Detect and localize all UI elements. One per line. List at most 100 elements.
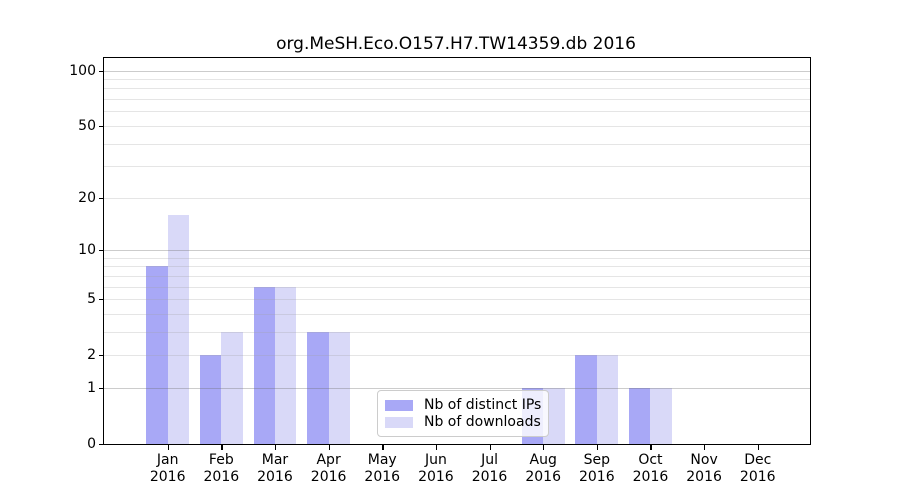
minor-gridline-7	[104, 275, 810, 277]
x-tick-dec	[757, 445, 760, 450]
year-label: 2016	[471, 469, 508, 485]
minor-gridline-70	[104, 99, 810, 101]
month-label: Sep	[583, 452, 610, 468]
x-tick-apr	[328, 445, 330, 450]
month-label: Aug	[529, 452, 557, 468]
x-tick-label-aug: Aug 2016	[513, 452, 573, 486]
legend: Nb of distinct IPs Nb of downloads	[377, 390, 549, 437]
legend-row-distinct-ips: Nb of distinct IPs	[385, 397, 542, 414]
x-tick-jul	[489, 445, 491, 450]
x-tick-label-oct: Oct 2016	[620, 452, 680, 486]
month-label: Mar	[261, 452, 289, 468]
y-tick-label-0: 0	[87, 436, 96, 452]
x-tick-nov	[704, 445, 706, 450]
minor-gridline-30	[104, 166, 810, 168]
major-gridline-10	[104, 249, 810, 251]
minor-gridline-4	[104, 313, 810, 315]
year-label: 2016	[257, 469, 293, 485]
month-label: Jul	[481, 452, 498, 468]
y-tick-10	[99, 249, 104, 252]
minor-gridline-8	[104, 266, 810, 268]
y-tick-label-2: 2	[87, 347, 96, 364]
bar-distinct-ips-jan	[146, 266, 168, 444]
x-tick-label-nov: Nov 2016	[674, 452, 734, 486]
y-tick-label-20: 20	[78, 189, 96, 206]
x-tick-label-mar: Mar 2016	[245, 452, 305, 486]
x-tick-may	[382, 445, 384, 450]
minor-gridline-3	[104, 331, 810, 333]
y-tick-2	[99, 355, 104, 357]
bar-downloads-apr	[328, 331, 350, 444]
y-tick-label-100: 100	[69, 62, 96, 79]
x-tick-label-feb: Feb 2016	[191, 452, 251, 486]
chart-title: org.MeSH.Eco.O157.H7.TW14359.db 2016	[276, 34, 636, 54]
minor-gridline-5	[104, 299, 810, 301]
y-tick-50	[99, 125, 104, 128]
bar-downloads-jan	[167, 214, 190, 444]
year-label: 2016	[149, 469, 186, 485]
major-gridline-1	[104, 387, 810, 389]
minor-gridline-90	[104, 79, 810, 81]
bar-distinct-ips-apr	[307, 331, 329, 444]
bar-downloads-feb	[221, 331, 243, 444]
x-tick-label-apr: Apr 2016	[299, 452, 359, 486]
legend-swatch-downloads	[385, 417, 413, 428]
x-tick-aug	[543, 445, 545, 450]
legend-swatch-distinct-ips	[385, 400, 413, 411]
year-label: 2016	[686, 469, 722, 485]
bar-distinct-ips-sep	[575, 355, 597, 444]
minor-gridline-20	[104, 197, 810, 199]
x-tick-feb	[221, 445, 223, 450]
minor-gridline-40	[104, 143, 810, 145]
bar-downloads-sep	[596, 355, 619, 444]
year-label: 2016	[310, 469, 347, 485]
legend-label-downloads: Nb of downloads	[424, 414, 541, 430]
x-tick-jun	[435, 445, 438, 450]
bar-distinct-ips-mar	[253, 286, 275, 444]
month-label: May	[367, 452, 397, 468]
x-tick-label-jan: Jan 2016	[138, 452, 198, 486]
bar-distinct-ips-feb	[199, 355, 222, 444]
y-tick-label-50: 50	[78, 117, 96, 134]
y-tick-label-10: 10	[78, 241, 96, 258]
major-gridline-100	[104, 70, 810, 72]
year-label: 2016	[364, 469, 401, 485]
minor-gridline-2	[104, 355, 810, 357]
x-tick-label-dec: Dec 2016	[728, 452, 788, 486]
x-tick-label-jun: Jun 2016	[406, 452, 466, 486]
bar-downloads-mar	[274, 286, 297, 444]
y-tick-20	[99, 197, 104, 199]
legend-label-distinct-ips: Nb of distinct IPs	[424, 397, 542, 413]
minor-gridline-50	[104, 125, 810, 127]
year-label: 2016	[525, 469, 561, 485]
plot-area: 0 1 2 5 10 20 50 100 Jan 2016 Feb 2016 Mar 2016 Apr 201…	[69, 57, 811, 485]
x-tick-mar	[274, 445, 277, 450]
bar-distinct-ips-oct	[629, 387, 651, 444]
bar-downloads-oct	[650, 387, 672, 444]
year-label: 2016	[203, 469, 240, 485]
year-label: 2016	[739, 469, 776, 485]
year-label: 2016	[578, 469, 615, 485]
month-label: Apr	[316, 452, 341, 468]
x-tick-label-sep: Sep 2016	[567, 452, 627, 486]
month-label: Jun	[424, 452, 447, 468]
minor-gridline-60	[104, 111, 810, 113]
month-label: Jan	[156, 452, 179, 468]
month-label: Dec	[744, 452, 772, 468]
y-tick-label-1: 1	[87, 379, 96, 396]
x-tick-sep	[596, 445, 599, 450]
minor-gridline-9	[104, 257, 810, 259]
month-label: Feb	[208, 452, 234, 468]
y-tick-label-5: 5	[87, 291, 96, 308]
y-tick-1	[99, 387, 104, 390]
x-tick-oct	[650, 445, 652, 450]
x-tick-label-jul: Jul 2016	[460, 452, 520, 486]
year-label: 2016	[418, 469, 454, 485]
y-tick-5	[99, 299, 104, 301]
minor-gridline-80	[104, 88, 810, 90]
year-label: 2016	[632, 469, 669, 485]
month-label: Nov	[690, 452, 718, 468]
month-label: Oct	[638, 452, 663, 468]
minor-gridline-6	[104, 286, 810, 288]
